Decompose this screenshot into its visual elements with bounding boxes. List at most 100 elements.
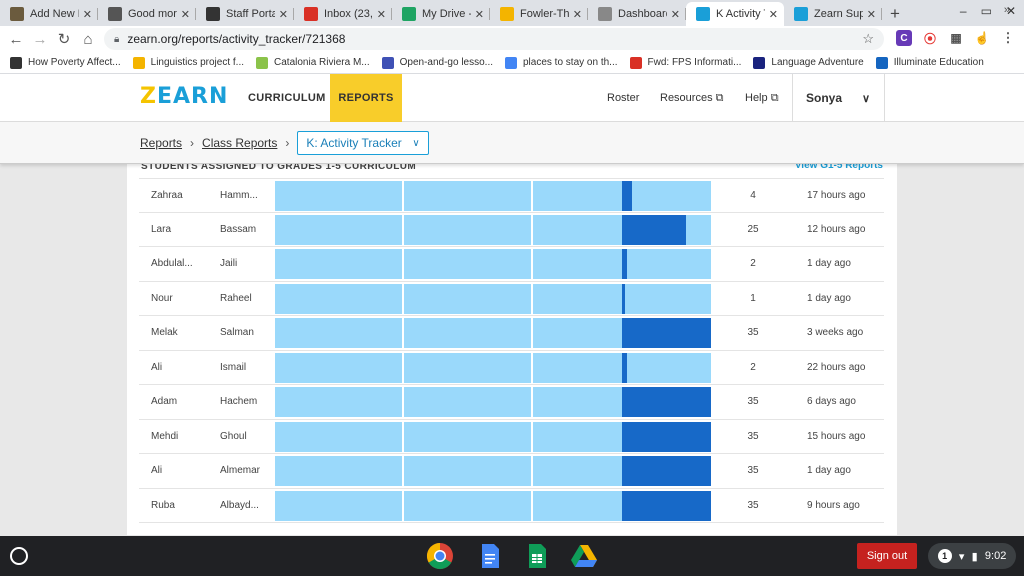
chrome-icon[interactable]	[426, 542, 454, 570]
extensions: C ⦿ ▦ ☝ ⋮	[896, 30, 1016, 46]
browser-tab[interactable]: Inbox (23,46✕	[294, 2, 392, 26]
google-drive-icon[interactable]	[570, 542, 598, 570]
bookmark-item[interactable]: Open-and-go lesso...	[381, 56, 493, 69]
browser-tab[interactable]: Staff Portal✕	[196, 2, 294, 26]
close-tab-icon[interactable]: ✕	[866, 8, 876, 21]
student-last-name: Hamm...	[220, 190, 258, 201]
browser-toolbar: ← → ↻ ⌂ 🔒︎ zearn.org/reports/activity_tr…	[0, 26, 1024, 52]
restore-icon[interactable]: ▭	[980, 4, 992, 18]
table-row[interactable]: Adam Hachem 35 6 days ago	[139, 385, 884, 420]
close-tab-icon[interactable]: ✕	[82, 8, 92, 21]
section-title: STUDENTS ASSIGNED TO GRADES 1-5 CURRICUL…	[141, 161, 417, 172]
table-row[interactable]: Zahraa Hamm... 4 17 hours ago	[139, 178, 884, 213]
new-tab-button[interactable]: +	[890, 4, 900, 23]
sheets-icon[interactable]	[523, 542, 551, 570]
bookmark-item[interactable]: Language Adventure	[753, 56, 864, 69]
table-row[interactable]: Mehdi Ghoul 35 15 hours ago	[139, 420, 884, 454]
close-tab-icon[interactable]: ✕	[180, 8, 190, 21]
breadcrumb: Reports › Class Reports › K: Activity Tr…	[140, 122, 429, 164]
table-row[interactable]: Nour Raheel 1 1 day ago	[139, 282, 884, 316]
student-first-name: Melak	[151, 327, 178, 338]
reload-icon[interactable]: ↻	[57, 31, 71, 48]
browser-tab[interactable]: Add New Po✕	[0, 2, 98, 26]
address-bar[interactable]: 🔒︎ zearn.org/reports/activity_tracker/72…	[104, 28, 884, 50]
progress-segment	[275, 283, 402, 314]
bookmark-item[interactable]: How Poverty Affect...	[10, 56, 121, 69]
nav-reports[interactable]: REPORTS	[330, 74, 402, 122]
progress-fill	[622, 387, 711, 417]
browser-tab[interactable]: My Drive - G✕	[392, 2, 490, 26]
browser-tab-label: K Activity Tr	[716, 8, 765, 20]
nav-resources[interactable]: Resources ⧉	[660, 91, 724, 105]
home-icon[interactable]: ⌂	[83, 30, 93, 48]
table-row[interactable]: Ali Almemar 35 1 day ago	[139, 454, 884, 489]
extension-hand-icon[interactable]: ☝	[974, 30, 990, 46]
bookmark-label: Catalonia Riviera M...	[274, 57, 370, 68]
user-menu[interactable]: Sonya ∨	[792, 74, 884, 122]
bookmark-item[interactable]: Linguistics project f...	[132, 56, 244, 69]
extension-grid-icon[interactable]: ▦	[948, 30, 964, 46]
minimize-icon[interactable]: –	[959, 4, 967, 18]
bookmark-item[interactable]: Fwd: FPS Informati...	[629, 56, 742, 69]
breadcrumb-class-reports[interactable]: Class Reports	[202, 136, 278, 150]
close-tab-icon[interactable]: ✕	[572, 8, 582, 21]
close-tab-icon[interactable]: ✕	[278, 8, 288, 21]
progress-segment	[533, 352, 622, 383]
close-tab-icon[interactable]: ✕	[376, 8, 386, 21]
table-row[interactable]: Abdulal... Jaili 2 1 day ago	[139, 247, 884, 282]
progress-segment	[404, 283, 531, 314]
activity-count: 1	[750, 292, 756, 304]
table-row[interactable]: Ali Ismail 2 22 hours ago	[139, 351, 884, 385]
bookmark-star-icon[interactable]: ☆	[862, 31, 874, 46]
chromeos-shelf: Sign out 1 ▾ ▮ 9:02	[0, 536, 1024, 576]
extension-c-icon[interactable]: C	[896, 30, 912, 46]
last-active-time: 22 hours ago	[807, 361, 866, 373]
bookmark-label: Fwd: FPS Informati...	[647, 57, 742, 68]
nav-help[interactable]: Help ⧉	[745, 91, 779, 105]
progress-fill	[622, 214, 686, 245]
progress-segment	[275, 456, 402, 486]
zearn-logo-text: EARN	[156, 84, 229, 109]
student-first-name: Ali	[151, 465, 163, 476]
table-row[interactable]: Melak Salman 35 3 weeks ago	[139, 316, 884, 351]
table-row[interactable]: Lara Bassam 25 12 hours ago	[139, 213, 884, 247]
bookmark-item[interactable]: Illuminate Education	[875, 56, 984, 69]
progress-fill	[622, 456, 711, 486]
browser-tab[interactable]: Zearn Suppo✕	[784, 2, 882, 26]
activity-count: 35	[747, 465, 759, 476]
forward-icon[interactable]: →	[32, 30, 48, 48]
sign-out-button[interactable]: Sign out	[857, 543, 917, 569]
table-row[interactable]: Ruba Albayd... 35 9 hours ago	[139, 489, 884, 523]
nav-roster[interactable]: Roster	[607, 92, 640, 104]
chrome-menu-icon[interactable]: ⋮	[1000, 30, 1016, 46]
browser-tab[interactable]: Good morni✕	[98, 2, 196, 26]
activity-count: 2	[750, 361, 756, 373]
nav-curriculum[interactable]: CURRICULUM	[248, 92, 326, 104]
report-type-select[interactable]: K: Activity Tracker ∨	[297, 131, 429, 155]
bookmark-favicon-icon	[256, 56, 269, 69]
bookmark-item[interactable]: Catalonia Riviera M...	[256, 56, 370, 69]
browser-tab[interactable]: Fowler-Thur✕	[490, 2, 588, 26]
browser-tab[interactable]: K Activity Tr✕	[686, 2, 784, 26]
close-tab-icon[interactable]: ✕	[768, 8, 778, 21]
progress-segment	[622, 249, 711, 279]
zearn-logo[interactable]: ZEARN	[140, 84, 229, 109]
breadcrumb-reports[interactable]: Reports	[140, 136, 183, 150]
battery-icon: ▮	[971, 550, 978, 563]
more-bookmarks-icon[interactable]: »	[1003, 4, 1010, 16]
close-tab-icon[interactable]: ✕	[474, 8, 484, 21]
status-tray[interactable]: 1 ▾ ▮ 9:02	[928, 543, 1016, 569]
browser-tab-label: Good morni	[128, 8, 177, 20]
student-first-name: Zahraa	[151, 190, 183, 201]
extension-cast-icon[interactable]: ⦿	[922, 30, 938, 46]
back-icon[interactable]: ←	[8, 30, 24, 48]
docs-icon[interactable]	[476, 542, 504, 570]
close-window-icon[interactable]: ✕	[1005, 4, 1016, 18]
bookmark-item[interactable]: places to stay on th...	[505, 56, 618, 69]
view-reports-link[interactable]: View G1-5 Reports	[794, 160, 883, 171]
last-active-time: 12 hours ago	[807, 223, 866, 235]
browser-tab[interactable]: Dashboard ✕	[588, 2, 686, 26]
progress-segment	[622, 318, 711, 348]
close-tab-icon[interactable]: ✕	[670, 8, 680, 21]
launcher-icon[interactable]	[10, 547, 28, 565]
